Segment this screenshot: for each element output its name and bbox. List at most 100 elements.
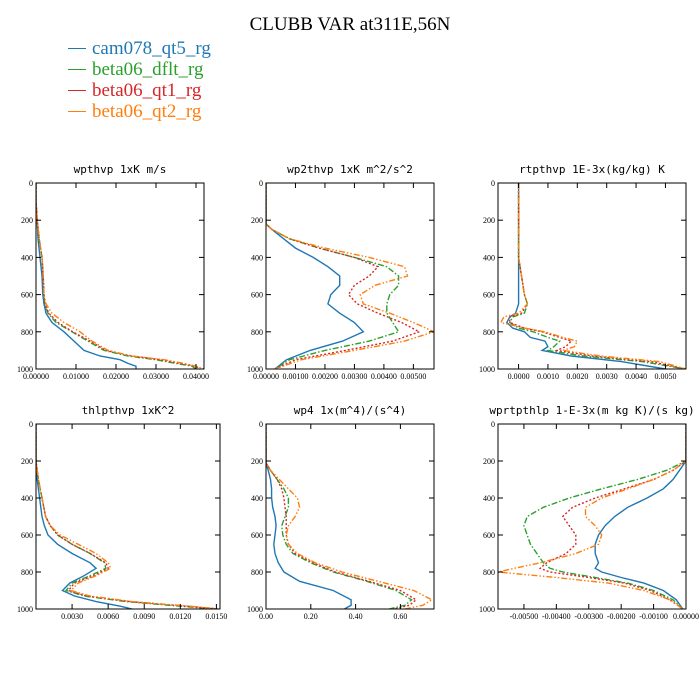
y-tick-label: 800 [483,568,495,577]
plot-frame [35,182,205,370]
x-tick-label: 0.40 [349,612,363,621]
y-tick-label: 200 [21,216,33,225]
legend-label: cam078_qt5_rg [92,37,211,59]
panel-title: wp2thvp 1xK m^2/s^2 [287,163,413,176]
y-tick-label: 800 [483,328,495,337]
legend-item-beta06-qt1: beta06_qt1_rg [68,80,211,101]
plot-frame [265,182,435,370]
plot-frame [497,423,687,610]
x-tick-label: 0.00200 [312,372,338,381]
series-line-beta06_qt2_rg [266,424,434,609]
x-tick-label: 0.0020 [566,372,588,381]
y-tick-label: 200 [483,216,495,225]
series-line-beta06_qt2_rg [499,183,686,369]
series-line-cam078_qt5_rg [36,183,137,369]
y-tick-label: 600 [251,291,263,300]
series-line-beta06_dflt_rg [36,183,197,369]
x-tick-label: 0.00 [259,612,273,621]
legend: cam078_qt5_rg beta06_dflt_rg beta06_qt1_… [68,38,211,122]
x-tick-label: 0.04000 [183,372,209,381]
panel-6: wprtpthlp 1-E-3x(m kg K)/(s kg) 0 200 400 60… [479,404,699,621]
x-tick-label: 0.60 [393,612,407,621]
panel-title: wprtpthlp 1-E-3x(m kg K)/(s kg) [489,404,694,417]
x-tick-label: 0.00000 [23,372,49,381]
x-tick-label: 0.02000 [103,372,129,381]
y-tick-label: 400 [21,253,33,262]
legend-swatch [68,111,86,112]
legend-swatch [68,90,86,91]
y-tick-label: 0 [491,420,495,429]
series-line-beta06_qt2_rg [266,183,434,369]
y-tick-label: 400 [483,494,495,503]
y-tick-label: 200 [483,457,495,466]
series-line-beta06_dflt_rg [508,183,686,369]
x-tick-label: 0.0010 [537,372,559,381]
x-tick-label: -0.00400 [542,612,571,621]
series-line-beta06_qt2_rg [498,424,686,609]
panel-2: wp2thvp 1xK m^2/s^2020040060080010000.00… [247,163,435,381]
series-line-cam078_qt5_rg [266,183,365,369]
x-tick-label: -0.00300 [574,612,603,621]
x-tick-label: 0.0090 [133,612,155,621]
series-line-beta06_qt2_rg [36,183,204,369]
y-tick-label: 1000 [247,365,263,374]
x-tick-label: 0.0030 [596,372,618,381]
figure-title: CLUBB VAR at311E,56N [249,14,451,35]
series-line-beta06_qt1_rg [509,183,686,369]
x-tick-label: 0.0050 [654,372,676,381]
x-tick-label: 0.00300 [341,372,367,381]
series-line-beta06_dflt_rg [266,424,413,609]
x-tick-label: -0.00100 [639,612,668,621]
panel-title: thlpthvp 1xK^2 [82,404,175,417]
x-tick-label: 0.03000 [143,372,169,381]
series-line-beta06_qt1_rg [266,424,418,609]
y-tick-label: 600 [21,531,33,540]
x-tick-label: 0.00000 [673,612,699,621]
y-tick-label: 800 [251,328,263,337]
y-tick-label: 200 [21,457,33,466]
legend-swatch [68,48,86,49]
series-line-cam078_qt5_rg [266,424,352,609]
series-line-beta06_qt1_rg [36,424,219,609]
panel-title: rtpthvp 1E-3x(kg/kg) K [519,163,665,176]
legend-label: beta06_qt1_rg [92,79,202,101]
x-tick-label: -0.00500 [510,612,539,621]
y-tick-label: 400 [483,253,495,262]
y-tick-label: 600 [21,291,33,300]
series-line-beta06_qt2_rg [36,424,220,609]
y-tick-label: 0 [29,420,33,429]
y-tick-label: 0 [259,420,263,429]
plot-frame [35,423,221,610]
legend-item-beta06-dflt: beta06_dflt_rg [68,59,211,80]
panel-4: thlpthvp 1xK^2 0 200 400 600 800 1000 0.0030 0.0… [17,404,227,621]
x-tick-label: 0.0040 [625,372,647,381]
series-line-beta06_dflt_rg [36,424,217,609]
y-tick-label: 400 [251,494,263,503]
y-tick-label: 1000 [479,605,495,614]
x-tick-label: -0.00200 [607,612,636,621]
x-tick-label: 0.00000 [253,372,279,381]
series-line-cam078_qt5_rg [505,183,666,369]
y-tick-label: 800 [21,328,33,337]
legend-swatch [68,69,86,70]
x-tick-label: 0.0120 [169,612,191,621]
x-tick-label: 0.01000 [63,372,89,381]
y-tick-label: 1000 [17,365,33,374]
legend-item-beta06-qt2: beta06_qt2_rg [68,101,211,122]
y-tick-label: 0 [259,179,263,188]
x-tick-label: 0.00100 [282,372,308,381]
y-tick-label: 400 [251,253,263,262]
series-line-beta06_dflt_rg [523,424,686,609]
panel-3: rtpthvp 1E-3x(kg/kg) K 0 200 400 600 800 1000 0… [479,163,687,381]
legend-label: beta06_qt2_rg [92,100,202,122]
series-line-beta06_dflt_rg [266,183,400,369]
x-tick-label: 0.20 [304,612,318,621]
series-line-cam078_qt5_rg [594,424,686,609]
y-tick-label: 400 [21,494,33,503]
y-tick-label: 1000 [17,605,33,614]
series-line-beta06_qt1_rg [36,183,201,369]
legend-item-cam078: cam078_qt5_rg [68,38,211,59]
y-tick-label: 1000 [479,365,495,374]
